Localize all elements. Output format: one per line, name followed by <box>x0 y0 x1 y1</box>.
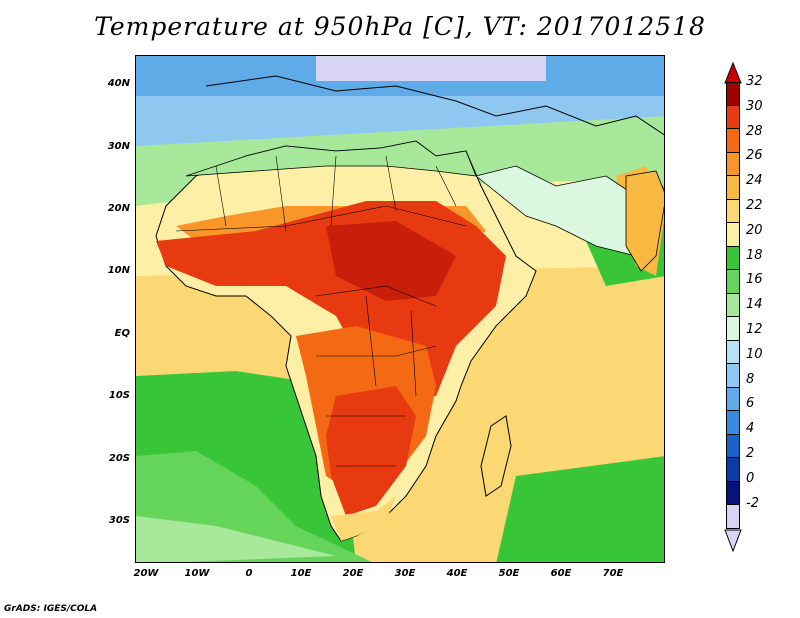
colorbar-level-label: 2 <box>746 446 755 461</box>
lat-label-40n: 40N <box>107 78 130 89</box>
southern-africa-hot <box>326 386 416 516</box>
temperature-map <box>136 56 664 562</box>
colorbar-segment <box>726 481 740 505</box>
colorbar-segment <box>726 364 740 388</box>
colorbar-level-label: 4 <box>746 421 755 437</box>
colorbar-segment <box>726 411 740 435</box>
colorbar-segment <box>726 270 740 294</box>
colorbar-segment <box>726 129 740 153</box>
central-africa-very-hot <box>326 221 456 301</box>
lon-label-0: 0 <box>245 568 253 579</box>
colorbar-level-label: 30 <box>746 98 763 114</box>
colorbar-segment <box>726 176 740 200</box>
lat-label-eq: EQ <box>114 328 130 339</box>
colorbar-segment <box>726 387 740 411</box>
map-panel <box>135 55 665 563</box>
lat-label-10n: 10N <box>107 265 130 276</box>
colorbar-segment <box>726 434 740 458</box>
lon-label-20e: 20E <box>342 568 364 579</box>
colorbar-level-label: 6 <box>746 396 755 412</box>
europe-coastline <box>205 75 664 136</box>
colorbar-level-label: 16 <box>746 272 763 288</box>
colorbar-level-label: 8 <box>746 371 755 387</box>
colorbar-level-label: 28 <box>746 123 763 139</box>
colorbar-segment <box>726 105 740 129</box>
colorbar-segment <box>726 458 740 482</box>
south-atlantic-pale-green <box>136 516 336 562</box>
country-borders <box>175 155 467 467</box>
lon-label-20w: 20W <box>133 568 159 579</box>
colorbar-segment <box>726 505 740 529</box>
south-indian-green <box>496 456 664 562</box>
lat-label-20s: 20S <box>108 453 130 464</box>
india-landmass <box>625 170 664 272</box>
chart-title: Temperature at 950hPa [C], VT: 201701251… <box>94 12 706 41</box>
lon-label-40e: 40E <box>446 568 468 579</box>
colorbar-level-label: 32 <box>746 74 763 89</box>
lon-label-10e: 10E <box>290 568 312 579</box>
colorbar-segment <box>726 293 740 317</box>
colorbar-segment <box>726 82 740 106</box>
lon-label-30e: 30E <box>394 568 416 579</box>
cape-mild <box>331 496 396 541</box>
madagascar <box>480 415 512 497</box>
colorbar-segment <box>726 223 740 247</box>
lon-label-60e: 60E <box>550 568 572 579</box>
colorbar-level-label: 24 <box>746 173 763 189</box>
credit-text: GrADS: IGES/COLA <box>4 604 98 614</box>
lat-label-10s: 10S <box>108 390 130 401</box>
colorbar-level-label: 22 <box>746 198 763 213</box>
colorbar-level-label: -2 <box>746 495 759 511</box>
lat-label-30s: 30S <box>108 515 130 526</box>
colorbar <box>726 82 740 529</box>
colorbar-level-label: 18 <box>746 247 763 263</box>
lon-label-70e: 70E <box>602 568 624 579</box>
colorbar-level-label: 26 <box>746 148 763 164</box>
colorbar-level-label: 10 <box>746 346 763 362</box>
colorbar-bottom-arrow <box>724 529 742 553</box>
colorbar-level-label: 0 <box>746 470 755 486</box>
colorbar-segment <box>726 152 740 176</box>
colorbar-level-label: 20 <box>746 222 763 238</box>
lon-label-10w: 10W <box>184 568 210 579</box>
colorbar-level-label: 14 <box>746 297 763 313</box>
lat-label-20n: 20N <box>107 203 130 214</box>
colorbar-segment <box>726 246 740 270</box>
north-africa-coast <box>185 140 477 177</box>
lon-label-50e: 50E <box>498 568 520 579</box>
colorbar-segment <box>726 340 740 364</box>
colorbar-level-label: 12 <box>746 322 763 337</box>
lat-label-30n: 30N <box>107 141 130 152</box>
colorbar-segment <box>726 199 740 223</box>
colorbar-top-arrow <box>724 62 742 84</box>
europe-coldest <box>316 56 546 81</box>
colorbar-segment <box>726 317 740 341</box>
